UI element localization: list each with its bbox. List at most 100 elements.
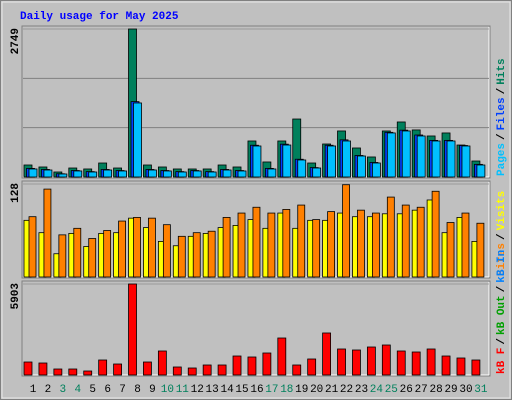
- bar: [157, 350, 167, 376]
- bar: [396, 350, 406, 376]
- legend-entry: Files: [496, 97, 508, 130]
- bar: [237, 170, 247, 178]
- bar: [381, 344, 391, 376]
- x-tick-label: 20: [310, 384, 323, 396]
- legend: Sites / Visits: [496, 191, 508, 276]
- bar: [148, 217, 156, 278]
- bar: [461, 145, 471, 178]
- bar: [237, 212, 246, 278]
- bar: [267, 212, 276, 278]
- bar: [118, 170, 127, 178]
- legend-separator: /: [496, 285, 508, 292]
- bar: [43, 188, 52, 278]
- bar: [416, 135, 426, 178]
- bar: [192, 232, 201, 278]
- y-tick-label: 5903: [10, 283, 22, 310]
- bar: [366, 346, 376, 376]
- x-tick-label: 4: [74, 384, 81, 396]
- bar: [386, 132, 396, 178]
- bar: [88, 171, 98, 178]
- bar: [342, 140, 351, 178]
- bar: [297, 204, 306, 278]
- x-tick-label: 7: [119, 384, 126, 396]
- x-tick-label: 25: [385, 384, 398, 396]
- x-tick-label: 22: [340, 384, 353, 396]
- bar: [187, 367, 197, 376]
- bar: [103, 230, 112, 278]
- bar: [426, 348, 436, 376]
- bar: [292, 364, 302, 376]
- x-tick-label: 14: [220, 384, 234, 396]
- bar: [177, 171, 187, 178]
- legend-entry: kB F: [496, 348, 508, 374]
- bar: [88, 238, 97, 278]
- x-tick-label: 27: [415, 384, 428, 396]
- bar: [267, 168, 277, 178]
- bar: [357, 155, 366, 178]
- bar: [83, 370, 93, 376]
- bar: [476, 164, 486, 178]
- x-tick-label: 17: [265, 384, 278, 396]
- x-tick-label: 16: [250, 384, 263, 396]
- x-tick-label: 21: [325, 384, 339, 396]
- x-tick-label: 28: [430, 384, 443, 396]
- bar: [28, 216, 37, 278]
- x-tick-label: 19: [295, 384, 308, 396]
- legend-separator: /: [496, 233, 508, 240]
- bar: [128, 283, 137, 376]
- x-tick-label: 1: [30, 384, 37, 396]
- x-tick-label: 26: [400, 384, 413, 396]
- bar: [371, 212, 380, 278]
- legend-entry: kB In: [496, 250, 508, 283]
- x-tick-label: 15: [235, 384, 248, 396]
- x-tick-label: 23: [355, 384, 368, 396]
- bar: [476, 222, 485, 278]
- chart-title: Daily usage for May 2025: [20, 11, 179, 23]
- bar: [352, 349, 361, 376]
- bar: [58, 234, 67, 278]
- y-tick-label: 2749: [10, 28, 22, 54]
- x-tick-label: 12: [191, 384, 204, 396]
- x-tick-label: 3: [60, 384, 67, 396]
- bar: [247, 356, 257, 376]
- bar: [342, 184, 350, 278]
- bar: [192, 170, 202, 178]
- x-tick-label: 10: [161, 384, 174, 396]
- bar: [371, 162, 381, 178]
- bar: [312, 219, 321, 278]
- bar: [461, 212, 470, 278]
- bar: [401, 204, 410, 278]
- bar: [252, 206, 261, 278]
- bar: [217, 364, 227, 376]
- legend-entry: kB Out: [496, 295, 508, 335]
- bar: [441, 355, 451, 376]
- bar: [43, 169, 53, 178]
- bar: [446, 222, 455, 278]
- bar: [118, 220, 126, 278]
- bar: [38, 362, 48, 376]
- legend-separator: /: [496, 133, 508, 140]
- x-tick-label: 11: [176, 384, 190, 396]
- bar: [307, 358, 317, 376]
- legend-entry: Pages: [496, 143, 508, 176]
- bar: [431, 140, 441, 178]
- bar: [133, 217, 141, 278]
- bar: [312, 167, 322, 178]
- bar: [172, 366, 182, 376]
- legend: Pages / Files / Hits: [496, 58, 508, 176]
- bar: [23, 361, 33, 376]
- bar: [53, 368, 63, 376]
- bar: [232, 355, 242, 376]
- x-tick-label: 29: [444, 384, 457, 396]
- legend-entry: Hits: [496, 58, 508, 84]
- bar: [207, 171, 217, 178]
- bar: [282, 209, 291, 278]
- bar: [252, 145, 262, 178]
- bar: [446, 140, 456, 178]
- bar: [148, 169, 157, 178]
- bar: [322, 332, 332, 376]
- x-tick-label: 13: [206, 384, 219, 396]
- bar: [202, 364, 212, 376]
- bar: [28, 168, 38, 178]
